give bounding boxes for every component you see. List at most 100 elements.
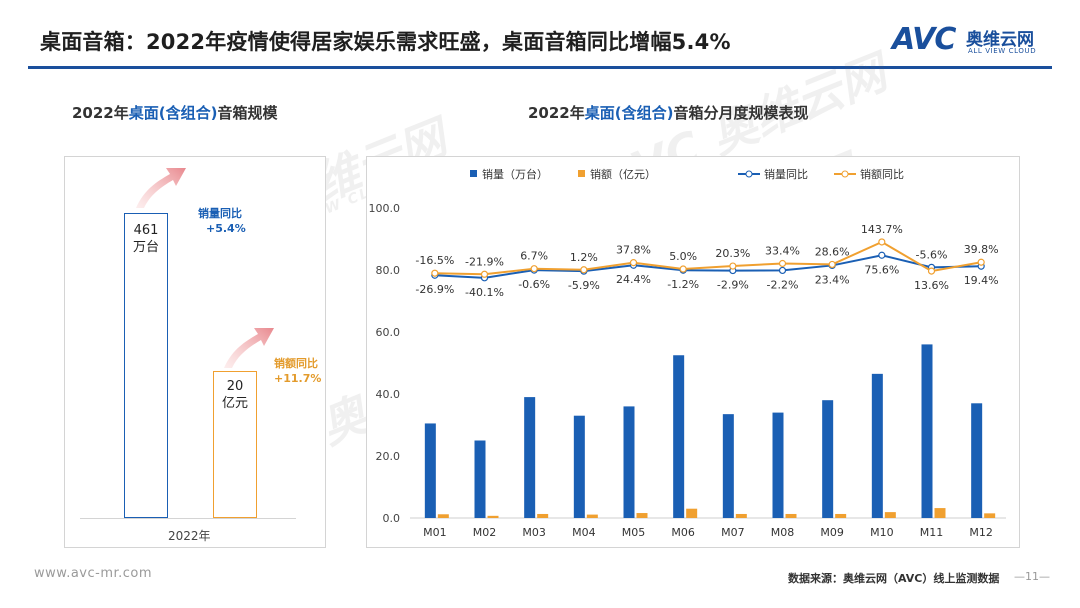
volume-yoy-label: -2.9% <box>717 279 749 292</box>
revenue-yoy-point <box>629 259 638 267</box>
x-tick-label: M11 <box>920 526 944 539</box>
x-tick-label: M02 <box>473 526 497 539</box>
volume-yoy-label: 75.6% <box>864 263 899 276</box>
brand-logo-mark: AVC <box>892 22 956 57</box>
revenue-bar <box>586 514 598 518</box>
revenue-yoy-point <box>530 265 538 273</box>
volume-bar <box>772 412 784 518</box>
revenue-yoy-point <box>977 258 985 266</box>
revenue-bar <box>487 515 499 518</box>
volume-yoy-label: -40.1% <box>465 286 504 299</box>
legend-marker-volume-yoy-dot <box>745 170 753 178</box>
volume-yoy-point <box>778 266 787 275</box>
x-tick-label: M01 <box>423 526 447 539</box>
legend-marker-revenue <box>578 170 585 177</box>
annual-scale-panel <box>64 156 326 548</box>
revenue-yoy-label: 5.0% <box>669 250 697 263</box>
revenue-bar <box>636 513 648 518</box>
x-tick-label: M12 <box>969 526 993 539</box>
revenue-bar <box>735 513 747 518</box>
revenue-yoy-label: 33.4% <box>765 244 800 257</box>
brand-name-en: ALL VIEW CLOUD <box>968 47 1037 55</box>
volume-yoy-label: -0.6% <box>518 278 550 291</box>
brand-name-cn: 奥维云网 <box>966 30 1034 50</box>
left-panel-title: 2022年桌面(含组合)音箱规模 <box>72 104 278 122</box>
revenue-yoy-line <box>434 240 982 276</box>
revenue-yoy-point <box>580 266 588 274</box>
y-tick-label: 60.0 <box>376 326 401 339</box>
y-tick-label: 80.0 <box>376 264 401 277</box>
page-title: 桌面音箱：2022年疫情使得居家娱乐需求旺盛，桌面音箱同比增幅5.4% <box>40 30 731 54</box>
y-tick-label: 100.0 <box>369 202 401 215</box>
revenue-yoy-label: 37.8% <box>616 244 651 257</box>
volume-yoy-label: -2.2% <box>767 278 799 291</box>
header-divider <box>28 66 1052 69</box>
annual-revenue-bar <box>213 371 257 518</box>
revenue-yoy-label: 39.8% <box>964 243 999 256</box>
volume-bar <box>673 355 685 518</box>
revenue-yoy-point <box>878 238 886 246</box>
annual-volume-value: 461 万台 <box>132 223 159 255</box>
volume-yoy-point <box>878 251 886 259</box>
volume-yoy-label: 19.4% <box>964 274 999 287</box>
legend-revenue: 销额（亿元） <box>590 167 656 181</box>
volume-yoy-label: 23.4% <box>815 273 850 286</box>
volume-yoy-line <box>434 254 982 279</box>
page-number: —11— <box>1014 570 1050 583</box>
revenue-yoy-label: -5.6% <box>916 248 948 261</box>
volume-bar <box>871 373 883 518</box>
revenue-yoy-point <box>927 267 936 275</box>
volume-bar <box>921 344 933 518</box>
revenue-bar <box>934 508 946 518</box>
website-link[interactable]: www.avc-mr.com <box>34 566 153 581</box>
legend-volume-yoy: 销量同比 <box>764 167 808 181</box>
volume-bar <box>971 403 983 518</box>
revenue-yoy-point <box>828 260 836 269</box>
x-tick-label: M10 <box>870 526 894 539</box>
revenue-yoy-label: 6.7% <box>520 250 548 263</box>
y-tick-label: 20.0 <box>376 450 401 463</box>
volume-bar <box>524 397 536 518</box>
volume-yoy-label: -26.9% <box>415 283 454 296</box>
volume-yoy-label: 13.6% <box>914 279 949 292</box>
volume-yoy-label: 24.4% <box>616 273 651 286</box>
volume-bar <box>623 406 635 518</box>
revenue-bar <box>437 514 449 518</box>
growth-arrow-icon <box>224 328 274 368</box>
revenue-bar <box>537 513 549 518</box>
right-panel-title: 2022年桌面(含组合)音箱分月度规模表现 <box>528 104 809 122</box>
revenue-yoy-label: 20.3% <box>715 247 750 260</box>
volume-bar <box>474 440 486 518</box>
revenue-yoy-label: -16.5% <box>415 254 454 267</box>
x-tick-label: M07 <box>721 526 745 539</box>
revenue-bar <box>984 513 996 518</box>
monthly-chart: 100.0 80.0 60.0 40.0 20.0 0.0 M01 M02 M03 M04 M05 M… <box>369 167 1006 539</box>
y-tick-label: 40.0 <box>376 388 401 401</box>
revenue-yoy-point <box>431 269 439 277</box>
legend-volume: 销量（万台） <box>482 167 548 181</box>
volume-yoy-label: -1.2% <box>667 278 699 291</box>
revenue-bar <box>785 513 797 518</box>
revenue-bar <box>835 513 847 518</box>
revenue-yoy-point <box>480 270 489 278</box>
growth-arrow-icon <box>136 168 186 208</box>
revenue-yoy-point <box>778 259 787 268</box>
axis-baseline <box>80 518 296 519</box>
year-label: 2022年 <box>168 529 211 543</box>
volume-yoy: 销量同比 +5.4% <box>198 207 246 235</box>
revenue-bar <box>884 512 896 518</box>
revenue-yoy-label: 1.2% <box>570 251 598 264</box>
revenue-yoy-label: 143.7% <box>861 223 903 236</box>
volume-bar <box>822 400 834 518</box>
x-tick-label: M03 <box>522 526 546 539</box>
x-tick-label: M04 <box>572 526 596 539</box>
volume-bar <box>573 415 585 518</box>
x-tick-label: M05 <box>622 526 646 539</box>
revenue-yoy-point <box>679 265 687 273</box>
annual-volume-bar <box>124 213 168 518</box>
legend-marker-revenue-yoy-dot <box>841 170 849 178</box>
volume-bar <box>722 414 734 518</box>
y-tick-label: 0.0 <box>383 512 401 525</box>
legend-revenue-yoy: 销额同比 <box>860 167 904 181</box>
data-source: 数据来源：奥维云网（AVC）线上监测数据 <box>788 572 1000 585</box>
